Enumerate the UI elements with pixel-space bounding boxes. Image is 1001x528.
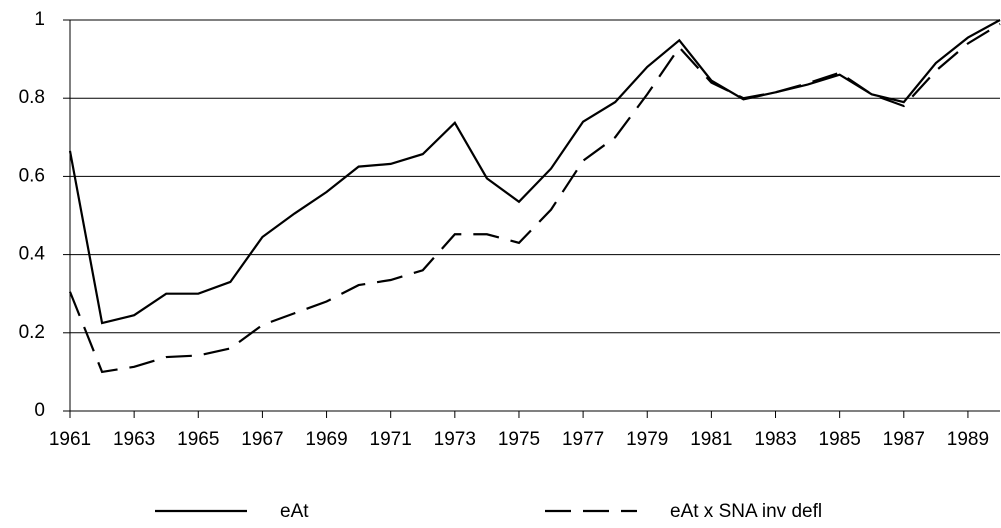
x-tick-label: 1971 bbox=[370, 429, 412, 450]
x-tick-label: 1987 bbox=[883, 429, 925, 450]
data-line bbox=[68, 19, 1001, 325]
x-tick-label: 1965 bbox=[177, 429, 219, 450]
x-tick-label: 1973 bbox=[434, 429, 476, 450]
x-tick-label: 1985 bbox=[819, 429, 861, 450]
y-tick-label: 0.2 bbox=[19, 322, 45, 343]
y-tick-label: 1 bbox=[34, 9, 45, 30]
x-tick-label: 1961 bbox=[49, 429, 91, 450]
legend-label: eAt x SNA inv defl bbox=[670, 501, 822, 522]
data-line bbox=[68, 22, 1001, 374]
x-tick-label: 1975 bbox=[498, 429, 540, 450]
x-tick-label: 1979 bbox=[626, 429, 668, 450]
x-tick-label: 1963 bbox=[113, 429, 155, 450]
x-tick-label: 1981 bbox=[690, 429, 732, 450]
x-tick-label: 1967 bbox=[241, 429, 283, 450]
x-tick-label: 1989 bbox=[947, 429, 989, 450]
y-tick-label: 0 bbox=[34, 400, 45, 421]
y-tick-label: 0.8 bbox=[19, 87, 45, 108]
y-tick-label: 0.4 bbox=[19, 244, 46, 265]
y-tick-label: 0.6 bbox=[19, 165, 45, 186]
legend-label: eAt bbox=[280, 501, 309, 522]
x-tick-label: 1969 bbox=[305, 429, 347, 450]
x-tick-label: 1977 bbox=[562, 429, 604, 450]
x-tick-label: 1983 bbox=[754, 429, 796, 450]
